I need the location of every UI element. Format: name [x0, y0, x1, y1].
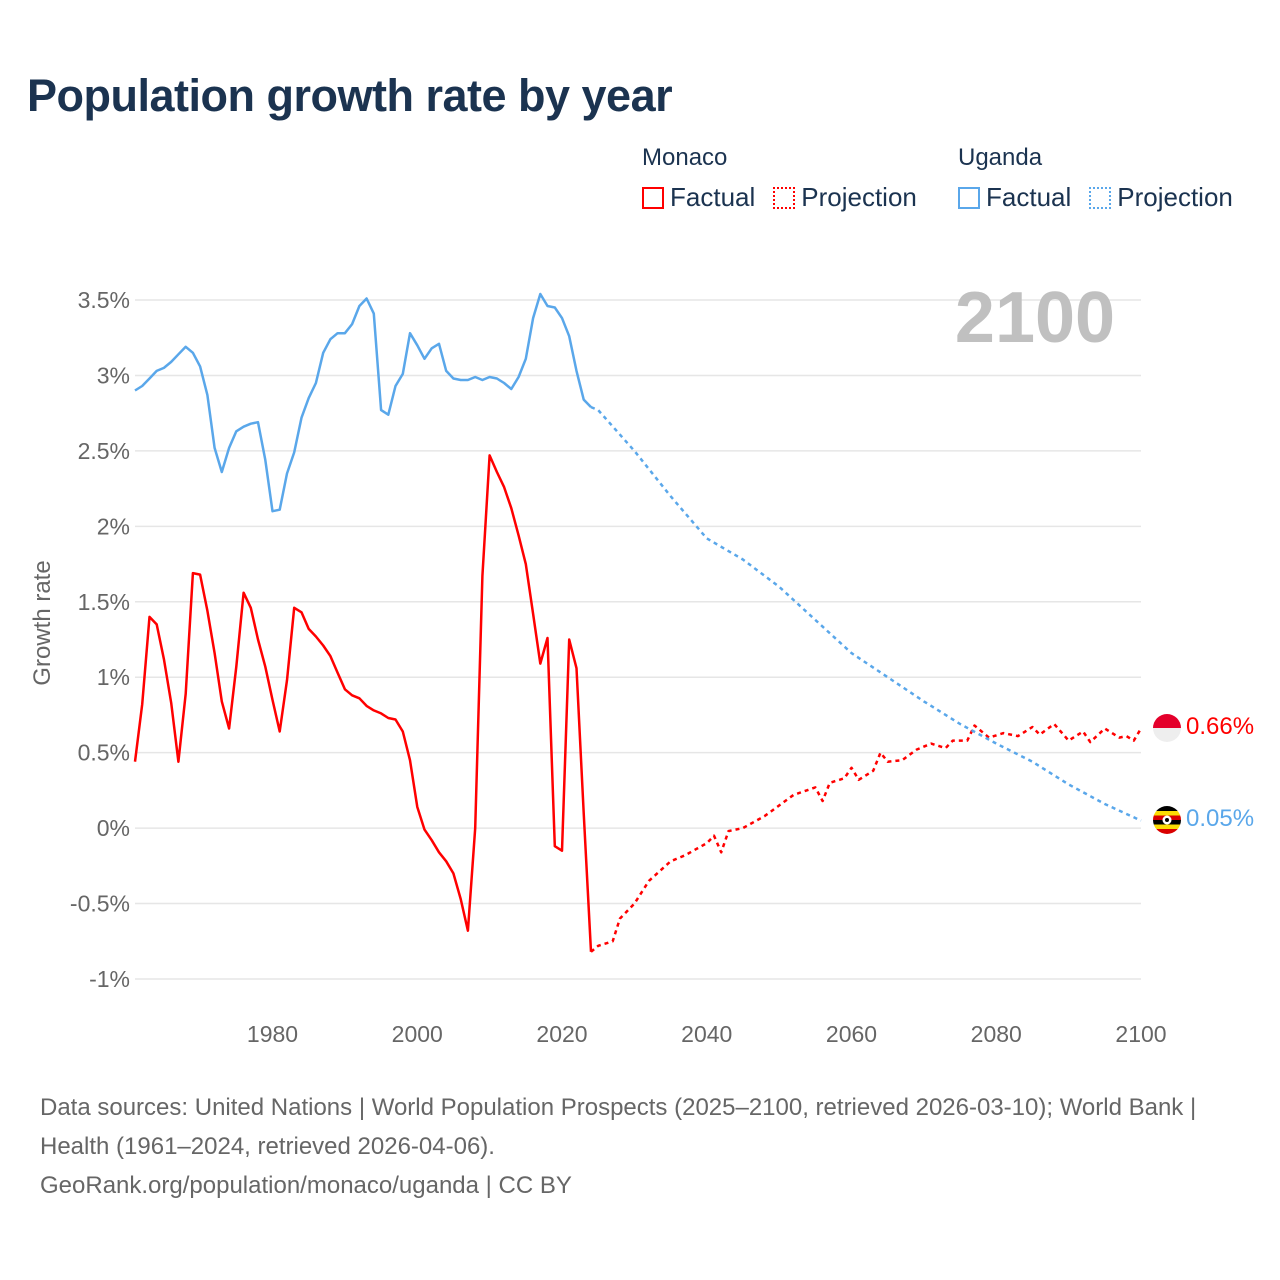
y-tick-label: -0.5%	[70, 891, 130, 917]
credit-link[interactable]: GeoRank.org/population/monaco/uganda | C…	[40, 1172, 572, 1199]
y-tick-label: 1%	[97, 664, 130, 690]
y-tick-label: 2%	[97, 513, 130, 539]
y-axis-label: Growth rate	[29, 560, 56, 685]
footer: Data sources: United Nations | World Pop…	[40, 1088, 1240, 1205]
y-tick-label: 1.5%	[78, 589, 130, 615]
data-sources: Data sources: United Nations | World Pop…	[40, 1094, 1197, 1160]
uganda-flag-icon	[1153, 806, 1181, 834]
legend-swatch-dotted	[773, 186, 796, 209]
y-tick-label: 3%	[97, 362, 130, 388]
y-tick-label: 0%	[97, 815, 130, 841]
legend-country-uganda: Uganda	[958, 144, 1043, 171]
legend-monaco: Monaco Factual Projection	[642, 144, 917, 213]
uganda-end-value: 0.05%	[1186, 805, 1254, 832]
x-tick-label: 2080	[971, 1021, 1022, 1047]
legend-uganda-factual[interactable]: Factual	[958, 182, 1071, 213]
series-line-uganda-factual	[134, 292, 592, 513]
series-line-monaco-projection	[590, 722, 1143, 953]
legend-swatch-solid	[642, 186, 664, 209]
x-tick-label: 2100	[1115, 1021, 1166, 1047]
legend-uganda-projection[interactable]: Projection	[1089, 182, 1233, 213]
y-tick-label: 0.5%	[78, 740, 130, 766]
x-tick-label: 1980	[247, 1021, 298, 1047]
monaco-end-value: 0.66%	[1186, 713, 1254, 740]
chart-title: Population growth rate by year	[27, 70, 673, 121]
x-tick-label: 2060	[826, 1021, 877, 1047]
x-tick-label: 2040	[681, 1021, 732, 1047]
x-tick-label: 2000	[392, 1021, 443, 1047]
series-line-monaco-factual	[133, 454, 593, 952]
legend-label: Factual	[986, 182, 1072, 212]
x-tick-label: 2020	[536, 1021, 587, 1047]
legend-label: Projection	[1117, 182, 1233, 212]
year-overlay: 2100	[955, 278, 1115, 358]
legend-label: Projection	[801, 182, 917, 212]
legend-swatch-dotted	[1089, 186, 1112, 209]
legend-uganda: Uganda Factual Projection	[958, 144, 1233, 213]
monaco-flag-icon	[1153, 714, 1181, 742]
series-line-uganda-projection	[590, 405, 1142, 822]
y-tick-label: -1%	[89, 966, 130, 992]
y-tick-label: 2.5%	[78, 438, 130, 464]
legend-monaco-factual[interactable]: Factual	[642, 182, 755, 213]
legend-swatch-solid	[958, 186, 980, 209]
y-tick-label: 3.5%	[78, 287, 130, 313]
legend-country-monaco: Monaco	[642, 144, 728, 171]
legend-label: Factual	[670, 182, 756, 212]
legend-monaco-projection[interactable]: Projection	[773, 182, 917, 213]
